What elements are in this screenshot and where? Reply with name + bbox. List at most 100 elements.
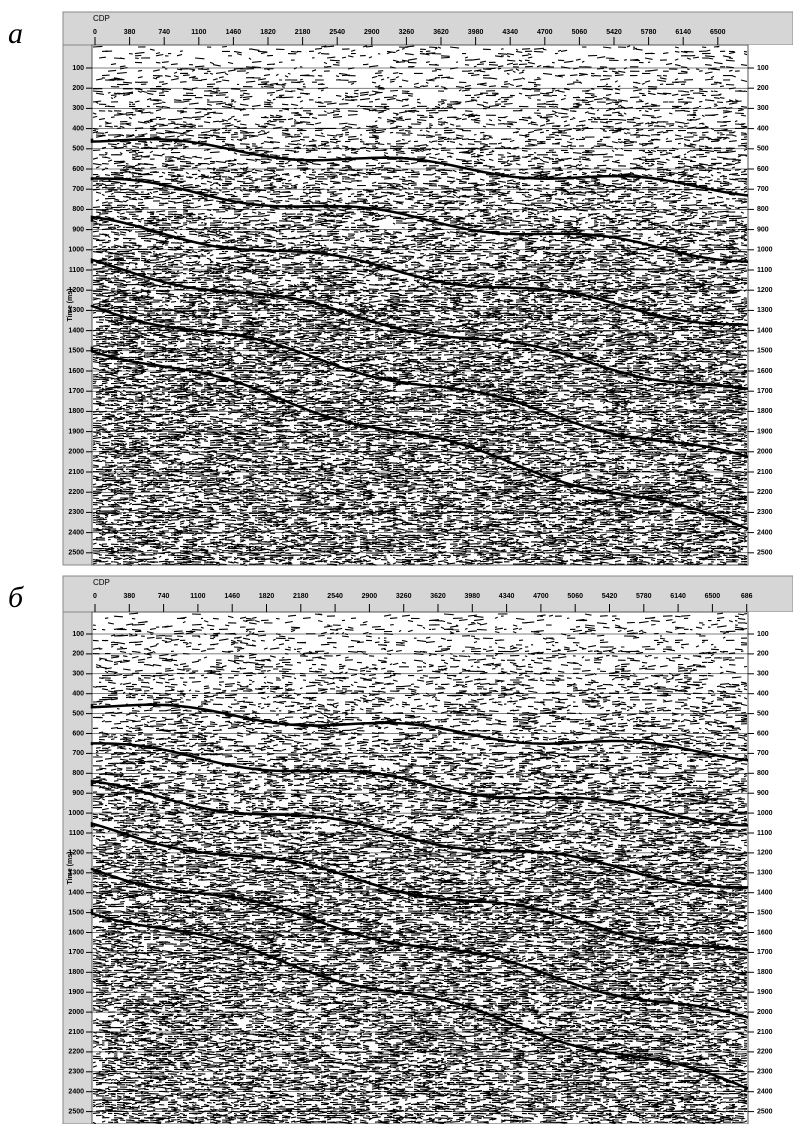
- y-tick-label: 500: [72, 710, 84, 717]
- x-tick-label: 5780: [641, 29, 657, 36]
- right-tick-label: 1100: [757, 830, 772, 837]
- y-tick-label: 1700: [68, 949, 84, 956]
- right-tick-label: 2100: [757, 469, 773, 476]
- panel-label: б: [8, 581, 24, 614]
- reflector: [90, 215, 749, 326]
- y-tick-label: 1800: [68, 408, 84, 415]
- right-tick-label: 300: [757, 105, 769, 112]
- x-tick-label: 2180: [295, 29, 311, 36]
- x-tick-label: 3620: [433, 29, 449, 36]
- seismic-texture: [92, 612, 748, 1125]
- y-tick-label: 2000: [68, 449, 84, 456]
- right-tick-label: 400: [757, 125, 769, 132]
- right-tick-label: 800: [757, 206, 769, 213]
- panel-label: а: [8, 17, 23, 50]
- y-tick-label: 700: [72, 750, 84, 757]
- reflector: [90, 821, 749, 952]
- reflector: [90, 742, 749, 827]
- right-tick-label: 700: [757, 750, 769, 757]
- y-tick-label: 2000: [68, 1009, 84, 1016]
- right-tick-label: 1900: [757, 428, 773, 435]
- right-tick-label: 500: [757, 710, 769, 717]
- x-tick-label: 1460: [224, 593, 240, 600]
- x-tick-label: 3260: [399, 29, 415, 36]
- y-tick-label: 2100: [68, 1029, 84, 1036]
- reflector: [90, 346, 749, 531]
- y-tick-label: 1000: [68, 247, 84, 254]
- right-tick-label: 1200: [757, 287, 773, 294]
- right-tick-label: 1900: [757, 989, 773, 996]
- y-tick-label: 1800: [68, 969, 84, 976]
- right-tick-label: 100: [757, 631, 769, 638]
- right-tick-label: 1200: [757, 850, 773, 857]
- y-tick-label: 1700: [68, 388, 84, 395]
- right-tick-label: 2200: [757, 1049, 773, 1056]
- y-tick-label: 2200: [68, 1049, 84, 1056]
- x-tick-label: 3980: [468, 29, 484, 36]
- y-tick-label: 900: [72, 790, 84, 797]
- x-tick-label: 3260: [396, 593, 412, 600]
- reflector: [90, 703, 749, 762]
- right-tick-label: 1500: [757, 348, 773, 355]
- y-tick-label: 1400: [68, 890, 84, 897]
- header-strip: [62, 575, 793, 613]
- y-tick-label: 400: [72, 691, 84, 698]
- x-tick-label: 2180: [293, 593, 309, 600]
- y-tick-label: 2300: [68, 509, 84, 516]
- right-strip: [748, 45, 793, 565]
- right-tick-label: 1000: [757, 810, 773, 817]
- y-tick-label: 1200: [68, 850, 84, 857]
- x-tick-label: 740: [158, 29, 170, 36]
- right-tick-label: 600: [757, 730, 769, 737]
- x-tick-label: 380: [124, 29, 136, 36]
- x-tick-label: 1820: [259, 593, 275, 600]
- x-tick-label: 6140: [675, 29, 691, 36]
- y-tick-label: 2100: [68, 469, 84, 476]
- x-tick-label: 2900: [362, 593, 378, 600]
- right-tick-label: 2000: [757, 1009, 773, 1016]
- x-tick-label: 686: [741, 593, 753, 600]
- left-strip: [62, 44, 93, 566]
- y-tick-label: 1100: [69, 830, 84, 837]
- right-tick-label: 200: [757, 85, 769, 92]
- y-tick-label: 300: [72, 671, 84, 678]
- y-tick-label: 2500: [68, 1108, 84, 1115]
- right-tick-label: 2400: [757, 529, 773, 536]
- right-tick-label: 1300: [757, 307, 773, 314]
- x-tick-label: 4340: [502, 29, 518, 36]
- x-tick-label: 0: [93, 593, 97, 600]
- right-tick-label: 200: [757, 651, 769, 658]
- reflector: [90, 138, 749, 197]
- right-tick-label: 2200: [757, 489, 773, 496]
- y-tick-label: 100: [72, 631, 84, 638]
- right-tick-label: 100: [757, 65, 769, 72]
- x-tick-label: 1820: [260, 29, 276, 36]
- right-tick-label: 600: [757, 166, 769, 173]
- right-tick-label: 1300: [757, 870, 773, 877]
- right-strip: [748, 612, 793, 1124]
- y-axis-title: Time (ms): [67, 852, 74, 885]
- y-tick-label: 600: [72, 166, 84, 173]
- x-tick-label: 5420: [602, 593, 618, 600]
- y-tick-label: 200: [72, 85, 84, 92]
- x-tick-label: 6140: [670, 593, 686, 600]
- y-tick-label: 800: [72, 770, 84, 777]
- y-tick-label: 900: [72, 226, 84, 233]
- right-tick-label: 1400: [757, 327, 773, 334]
- right-tick-label: 1500: [757, 909, 773, 916]
- x-axis-title: CDP: [93, 578, 110, 587]
- x-tick-label: 4700: [537, 29, 553, 36]
- x-axis-title: CDP: [93, 14, 110, 23]
- y-tick-label: 1200: [68, 287, 84, 294]
- x-tick-label: 4700: [533, 593, 549, 600]
- y-tick-label: 1100: [69, 267, 84, 274]
- y-tick-label: 2500: [68, 550, 84, 557]
- y-tick-label: 200: [72, 651, 84, 658]
- y-tick-label: 1300: [68, 307, 84, 314]
- x-tick-label: 4340: [499, 593, 515, 600]
- right-tick-label: 2000: [757, 449, 773, 456]
- x-tick-label: 0: [93, 29, 97, 36]
- reflector: [90, 908, 749, 1090]
- right-tick-label: 900: [757, 226, 769, 233]
- right-tick-label: 2500: [757, 1108, 773, 1115]
